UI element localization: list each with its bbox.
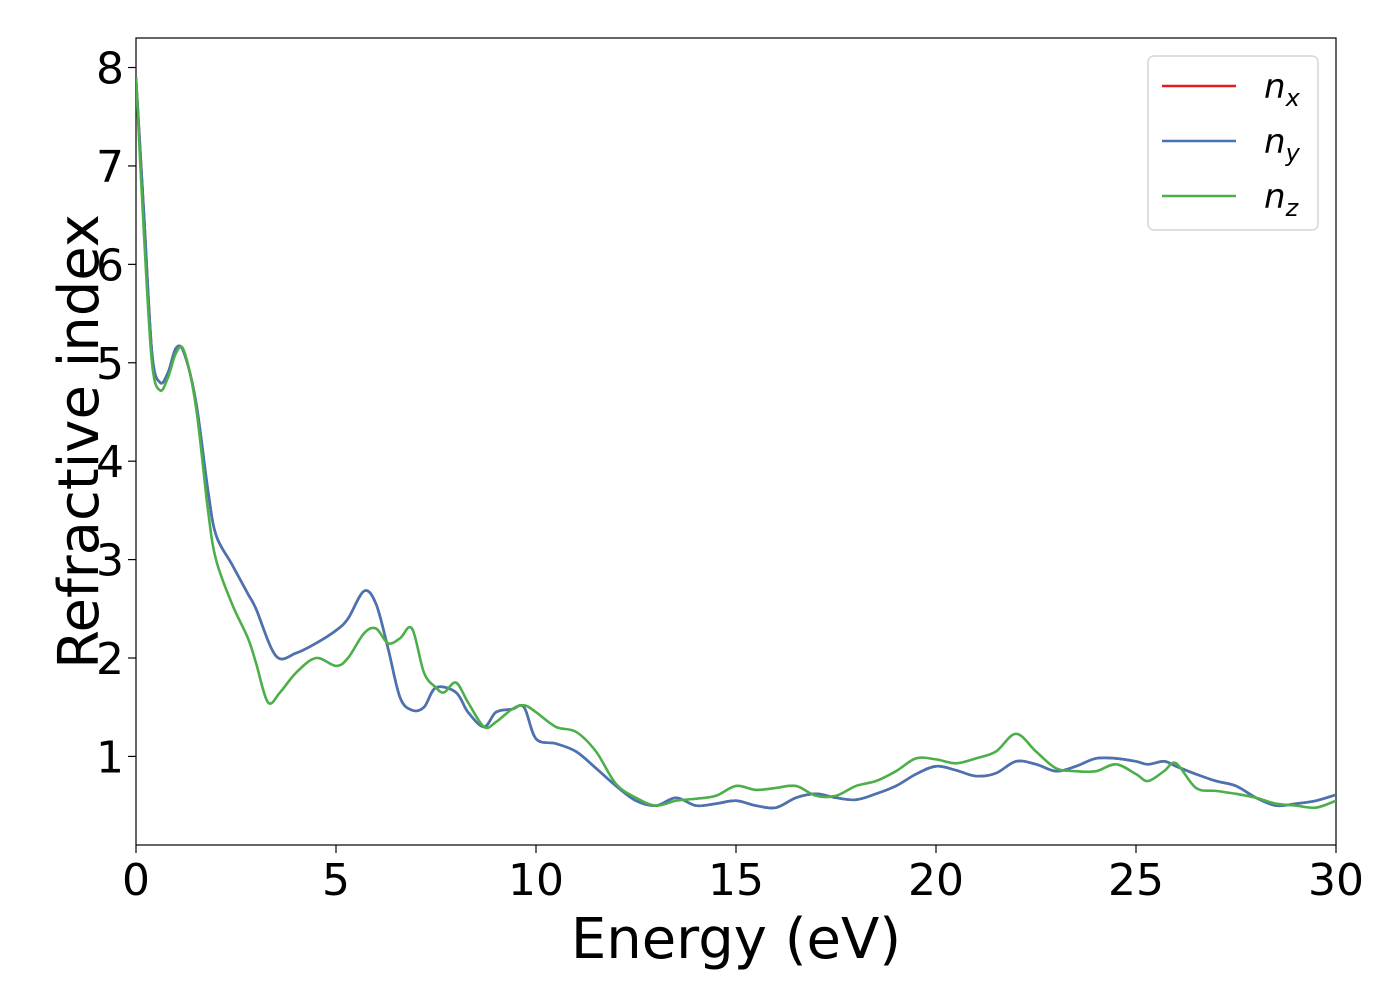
axes-layer: 0 5 10 15 20 25 30 1 2 3 4 5 6 7 8 (96, 44, 1364, 906)
plot-frame (135, 37, 1337, 846)
y-tick-label: 8 (96, 44, 124, 95)
legend-label-ny: ny (1264, 122, 1301, 167)
y-tick-label: 5 (96, 339, 124, 390)
x-axis-label: Energy (eV) (571, 907, 901, 972)
x-tick-label: 5 (322, 855, 350, 906)
x-tick-label: 25 (1108, 855, 1164, 906)
series-line-ny (136, 77, 1336, 810)
series-line-nz (136, 77, 1336, 810)
y-tick-label: 4 (96, 437, 124, 488)
legend: nx ny nz (1147, 55, 1319, 231)
y-tick-label: 2 (96, 634, 124, 685)
series-layer (136, 77, 1336, 810)
plot-area (135, 37, 1337, 846)
x-tick-label: 10 (508, 855, 564, 906)
legend-label-nx: nx (1264, 67, 1301, 112)
x-tick-label: 20 (908, 855, 964, 906)
legend-box (1147, 55, 1319, 231)
y-tick-label: 7 (96, 142, 124, 193)
x-tick-label: 30 (1308, 855, 1364, 906)
y-tick-label: 3 (96, 536, 124, 587)
x-tick-label: 15 (708, 855, 764, 906)
x-tick-label: 0 (122, 855, 150, 906)
y-tick-label: 6 (96, 240, 124, 291)
y-axis-label: Refractive index (47, 214, 112, 669)
legend-label-nz: nz (1264, 177, 1300, 222)
y-tick-label: 1 (96, 732, 124, 783)
